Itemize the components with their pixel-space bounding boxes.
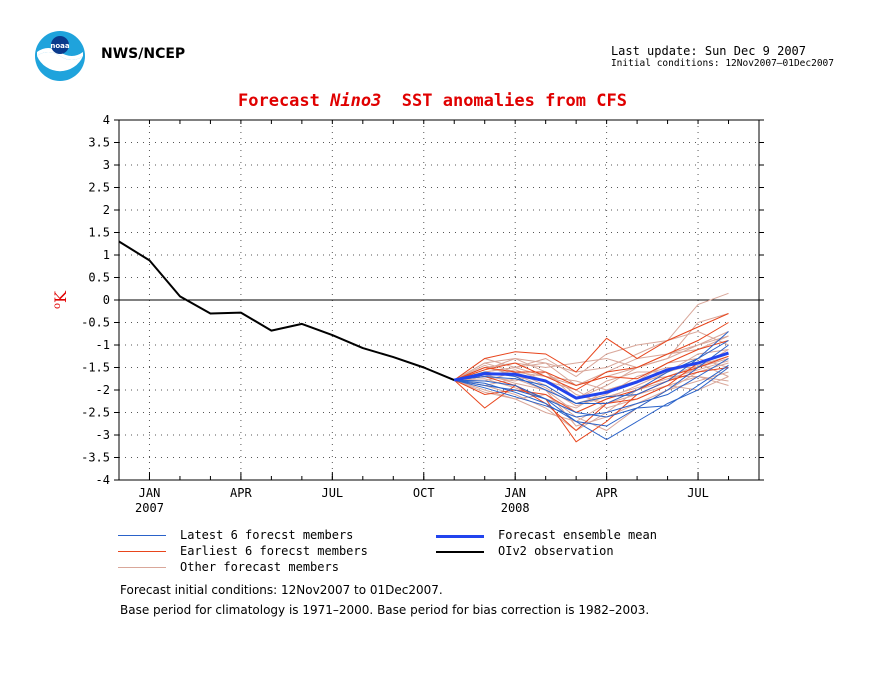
series-mean (453, 351, 729, 400)
y-tick-label: 2 (103, 203, 110, 217)
y-axis-label: oK (51, 290, 70, 309)
series-other-member (453, 292, 729, 381)
legend-swatch (118, 535, 166, 536)
chart-title: Forecast Nino3 SST anomalies from CFS (238, 91, 627, 111)
series-other-member (454, 355, 729, 405)
x-tick-label: APR (230, 486, 252, 500)
org-name: NWS/NCEP (101, 46, 186, 62)
series-other-member (454, 362, 729, 427)
x-tick-label: APR (596, 486, 618, 500)
x-tick-label: OCT (413, 486, 435, 500)
legend-swatch (436, 551, 484, 553)
y-tick-label: 4 (103, 113, 110, 127)
x-tick-sublabel: 2008 (501, 501, 530, 515)
y-tick-label: 1 (103, 248, 110, 262)
x-tick-sublabel: 2007 (135, 501, 164, 515)
y-tick-label: -1 (96, 338, 110, 352)
legend-label: Other forecast members (180, 560, 339, 574)
legend-label: Latest 6 forecst members (180, 528, 354, 542)
y-tick-label: -4 (96, 473, 110, 487)
series-other-member (454, 376, 729, 423)
title-part-2: Nino3 (330, 91, 382, 111)
series-other-member (454, 335, 729, 381)
legend-label: OIv2 observation (498, 544, 614, 558)
legend-swatch (118, 551, 166, 552)
y-tick-label: -0.5 (81, 316, 110, 330)
chart-legend: Latest 6 forecst members Forecast ensembl… (118, 528, 758, 576)
y-tick-label: 3.5 (88, 136, 110, 150)
y-axis-label-degree: o (52, 303, 63, 309)
y-tick-label: 3 (103, 158, 110, 172)
x-tick-label: JUL (687, 486, 709, 500)
y-tick-label: 1.5 (88, 226, 110, 240)
svg-text:noaa: noaa (50, 42, 70, 50)
series-other-member (453, 330, 729, 381)
y-tick-label: -2.5 (81, 406, 110, 420)
series-latest-member (454, 344, 729, 418)
legend-label: Forecast ensemble mean (498, 528, 657, 542)
y-tick-label: 0 (103, 293, 110, 307)
series-earliest-member (453, 367, 729, 443)
y-tick-label: -3 (96, 428, 110, 442)
update-info: Last update: Sun Dec 9 2007 Initial cond… (611, 44, 834, 69)
legend-label: Earliest 6 forecst members (180, 544, 368, 558)
x-tick-label: JUL (321, 486, 343, 500)
initial-conditions-text: Initial conditions: 12Nov2007–01Dec2007 (610, 58, 834, 69)
y-tick-label: -2 (96, 383, 110, 397)
chart-plot: 4 3.5 3 2.5 2 1.5 1 0.5 0 -0.5 -1 -1.5 -2 -2.5 -3 -3.5 -… (51, 113, 764, 515)
note-base-period: Base period for climatology is 1971–2000… (120, 603, 650, 617)
last-update-text: Last update: Sun Dec 9 2007 (610, 44, 807, 58)
y-tick-label: -3.5 (81, 451, 110, 465)
series-earliest-member (454, 340, 729, 387)
y-tick-label: -1.5 (81, 361, 110, 375)
y-tick-label: 0.5 (88, 271, 110, 285)
x-tick-label: JAN (139, 486, 161, 500)
series-other-member (454, 349, 729, 400)
series-earliest-member (453, 313, 729, 381)
legend-swatch (436, 535, 484, 538)
noaa-logo-icon: noaa (35, 31, 85, 81)
footnotes: Forecast initial conditions: 12Nov2007 t… (120, 580, 649, 620)
x-tick-label: JAN (504, 486, 526, 500)
legend-swatch (118, 567, 166, 568)
series-latest-member (454, 364, 729, 427)
series-earliest-member (454, 353, 729, 432)
y-axis-label-unit: K (51, 290, 70, 303)
note-initial-conditions: Forecast initial conditions: 12Nov2007 t… (120, 583, 443, 597)
title-part-3: SST anomalies from CFS (381, 91, 627, 111)
series-obs (118, 240, 455, 382)
title-part-1: Forecast (238, 91, 331, 111)
series-other-member (453, 357, 729, 391)
y-tick-label: 2.5 (88, 181, 110, 195)
